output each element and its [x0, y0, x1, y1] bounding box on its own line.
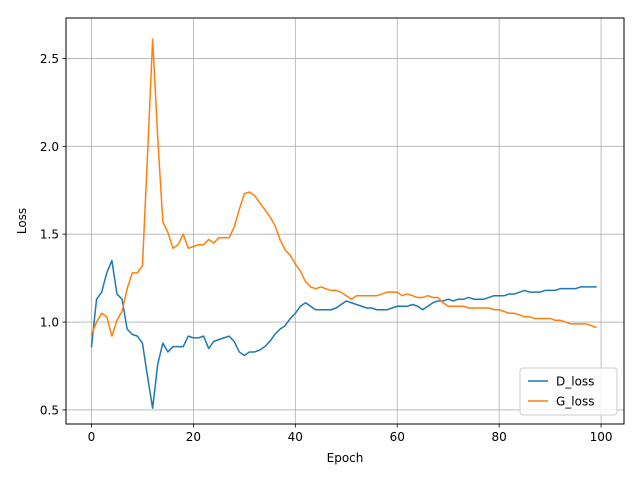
legend-label-g-loss: G_loss: [556, 395, 594, 409]
x-tick-label: 80: [492, 430, 507, 444]
series-lines: [90, 38, 597, 409]
x-tick-label: 20: [186, 430, 201, 444]
y-tick-label: 1.0: [40, 316, 59, 330]
series-line-d-loss: [90, 259, 597, 409]
series-line-g-loss: [90, 38, 597, 337]
y-tick-label: 0.5: [40, 403, 59, 417]
y-tick-label: 1.5: [40, 228, 59, 242]
axis-ticks: 0 20 40 60 80 100 0.5 1.0 1.5 2.0 2.5: [40, 52, 613, 444]
x-tick-label: 100: [590, 430, 613, 444]
x-tick-label: 40: [288, 430, 303, 444]
y-axis-label: Loss: [15, 208, 29, 234]
x-tick-label: 60: [390, 430, 405, 444]
grid: [66, 18, 624, 424]
legend-box: [519, 367, 618, 416]
x-tick-label: 0: [88, 430, 96, 444]
y-tick-label: 2.5: [40, 52, 59, 66]
x-axis-label: Epoch: [327, 451, 364, 465]
plot-frame: [65, 17, 625, 425]
legend: D_loss G_loss: [519, 367, 618, 416]
legend-label-d-loss: D_loss: [556, 375, 594, 389]
y-tick-label: 2.0: [40, 140, 59, 154]
